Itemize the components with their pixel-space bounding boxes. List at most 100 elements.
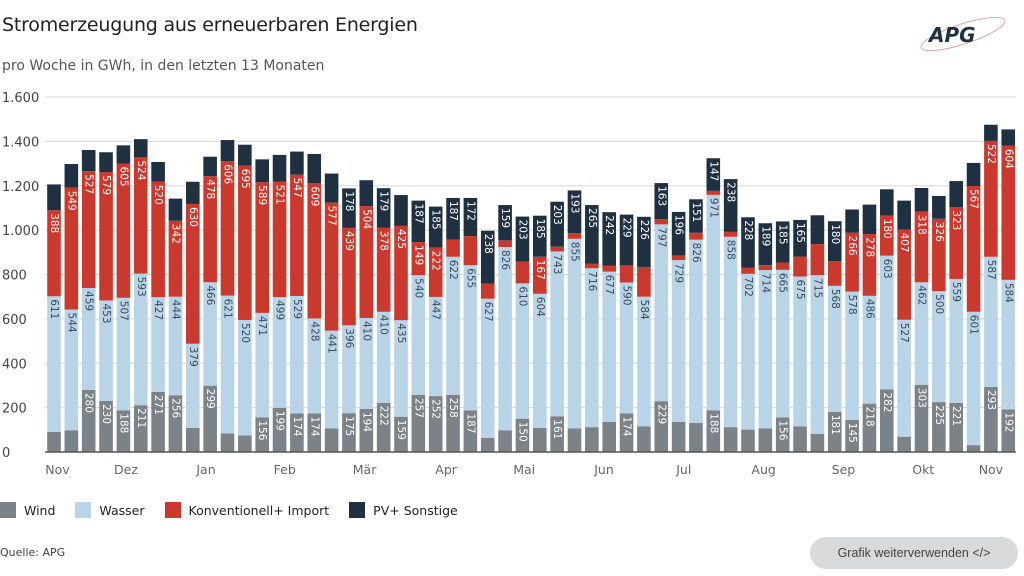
y-tick-label: 1.000 (2, 224, 39, 239)
legend-item-wind[interactable]: Wind (0, 502, 55, 518)
data-label: 280 (83, 393, 95, 413)
data-label: 702 (742, 277, 754, 297)
bar-segment-wasser (324, 330, 339, 429)
data-label: 826 (690, 243, 702, 263)
bar-segment-wasser (984, 256, 998, 387)
data-label: 222 (378, 406, 390, 426)
data-label: 218 (863, 407, 875, 427)
bar-segment-wind (1001, 409, 1016, 452)
bar-segment-wind (272, 407, 287, 452)
data-label: 265 (586, 208, 598, 228)
bar-segment-pv-sonstige (116, 145, 131, 164)
data-label: 156 (256, 420, 268, 440)
data-label: 257 (412, 398, 424, 418)
legend-swatch-wind (0, 502, 16, 518)
data-label: 665 (777, 273, 789, 293)
data-label: 188 (117, 413, 129, 433)
bar-segment-wind (498, 430, 512, 452)
data-label: 238 (725, 182, 737, 202)
data-label: 439 (343, 231, 355, 251)
legend-label: Wind (24, 502, 56, 518)
y-tick-label: 0 (2, 446, 10, 461)
data-label: 193 (569, 193, 581, 213)
bar-segment-wasser (238, 319, 252, 436)
bar-segment-wind (133, 405, 148, 452)
x-tick-label: Mär (353, 462, 377, 477)
bar-segment-pv-sonstige (966, 162, 981, 186)
data-label: 605 (117, 167, 129, 187)
legend-item-wasser[interactable]: Wasser (75, 502, 145, 518)
y-tick-label: 600 (2, 313, 27, 328)
data-label: 145 (846, 423, 858, 443)
data-label: 238 (482, 234, 494, 254)
bar-segment-wind (914, 384, 929, 452)
legend-item-konventionell[interactable]: Konventionell+ Import (164, 502, 329, 518)
bar-segment-konventionell-import (272, 181, 287, 298)
data-label: 172 (464, 201, 476, 221)
y-tick-label: 1.600 (2, 91, 39, 106)
data-label: 826 (499, 250, 511, 270)
bar-segment-konventionell-import (428, 247, 443, 297)
bar-segment-wasser (914, 282, 929, 385)
bar-segment-konventionell-import (706, 190, 721, 195)
legend-item-pv[interactable]: PV+ Sonstige (349, 502, 458, 518)
bar-segment-konventionell-import (845, 232, 859, 292)
data-label: 410 (360, 321, 372, 341)
bar-segment-wind (463, 410, 478, 452)
data-label: 149 (412, 245, 424, 265)
bar-segment-wind (706, 410, 721, 452)
data-label: 194 (360, 412, 372, 432)
bar-segment-wind (151, 391, 165, 452)
bar-segment-pv-sonstige (793, 219, 807, 257)
data-label: 228 (742, 220, 754, 240)
bar-segment-konventionell-import (671, 255, 686, 261)
bar-segment-wasser (880, 255, 894, 390)
bar-segment-konventionell-import (81, 171, 96, 289)
bar-segment-wind (99, 400, 113, 452)
data-label: 559 (950, 282, 962, 302)
data-label: 675 (794, 279, 806, 299)
data-label: 971 (707, 198, 719, 218)
bar-segment-wind (446, 394, 460, 452)
data-label: 174 (308, 416, 320, 436)
data-label: 180 (829, 224, 841, 244)
bar-segment-wasser (758, 270, 773, 429)
bar-segment-pv-sonstige (359, 180, 374, 207)
data-label: 593 (135, 277, 147, 297)
data-label: 627 (482, 302, 494, 322)
bar-segment-konventionell-import (151, 181, 165, 298)
bar-segment-pv-sonstige (515, 216, 530, 262)
data-label: 230 (100, 404, 112, 424)
bar-segment-wind (203, 385, 217, 452)
x-tick-label: Jun (593, 462, 614, 477)
chart-subtitle: pro Woche in GWh, in den letzten 13 Mona… (2, 58, 325, 74)
bar-segment-wind (168, 395, 183, 452)
bar-segment-konventionell-import (741, 267, 755, 274)
bar-segment-konventionell-import (359, 206, 374, 318)
data-label: 715 (811, 278, 823, 298)
bar-segment-wasser (47, 296, 61, 432)
bar-segment-wasser (602, 271, 616, 422)
bar-segment-wasser (307, 318, 322, 414)
bar-segment-wasser (446, 256, 460, 395)
bar-segment-konventionell-import (515, 261, 530, 284)
data-label: 584 (1002, 283, 1014, 303)
data-label: 716 (586, 271, 598, 291)
bar-segment-konventionell-import (723, 231, 738, 237)
bar-segment-pv-sonstige (533, 215, 547, 257)
reuse-graphic-button[interactable]: Grafik weiterverwenden </> (810, 537, 1018, 569)
bar-segment-konventionell-import (47, 210, 61, 297)
data-label: 522 (985, 144, 997, 164)
bar-segment-konventionell-import (220, 161, 235, 296)
data-label: 303 (916, 388, 928, 408)
bar-segment-pv-sonstige (446, 197, 460, 240)
bar-segment-wasser (151, 297, 165, 392)
data-label: 441 (326, 334, 338, 354)
bar-segment-konventionell-import (949, 207, 963, 279)
data-label: 396 (343, 328, 355, 348)
bar-segment-pv-sonstige (203, 156, 217, 177)
bar-segment-konventionell-import (116, 163, 131, 298)
legend-swatch-pv (349, 502, 366, 518)
data-label: 655 (464, 268, 476, 288)
data-label: 167 (534, 260, 546, 280)
